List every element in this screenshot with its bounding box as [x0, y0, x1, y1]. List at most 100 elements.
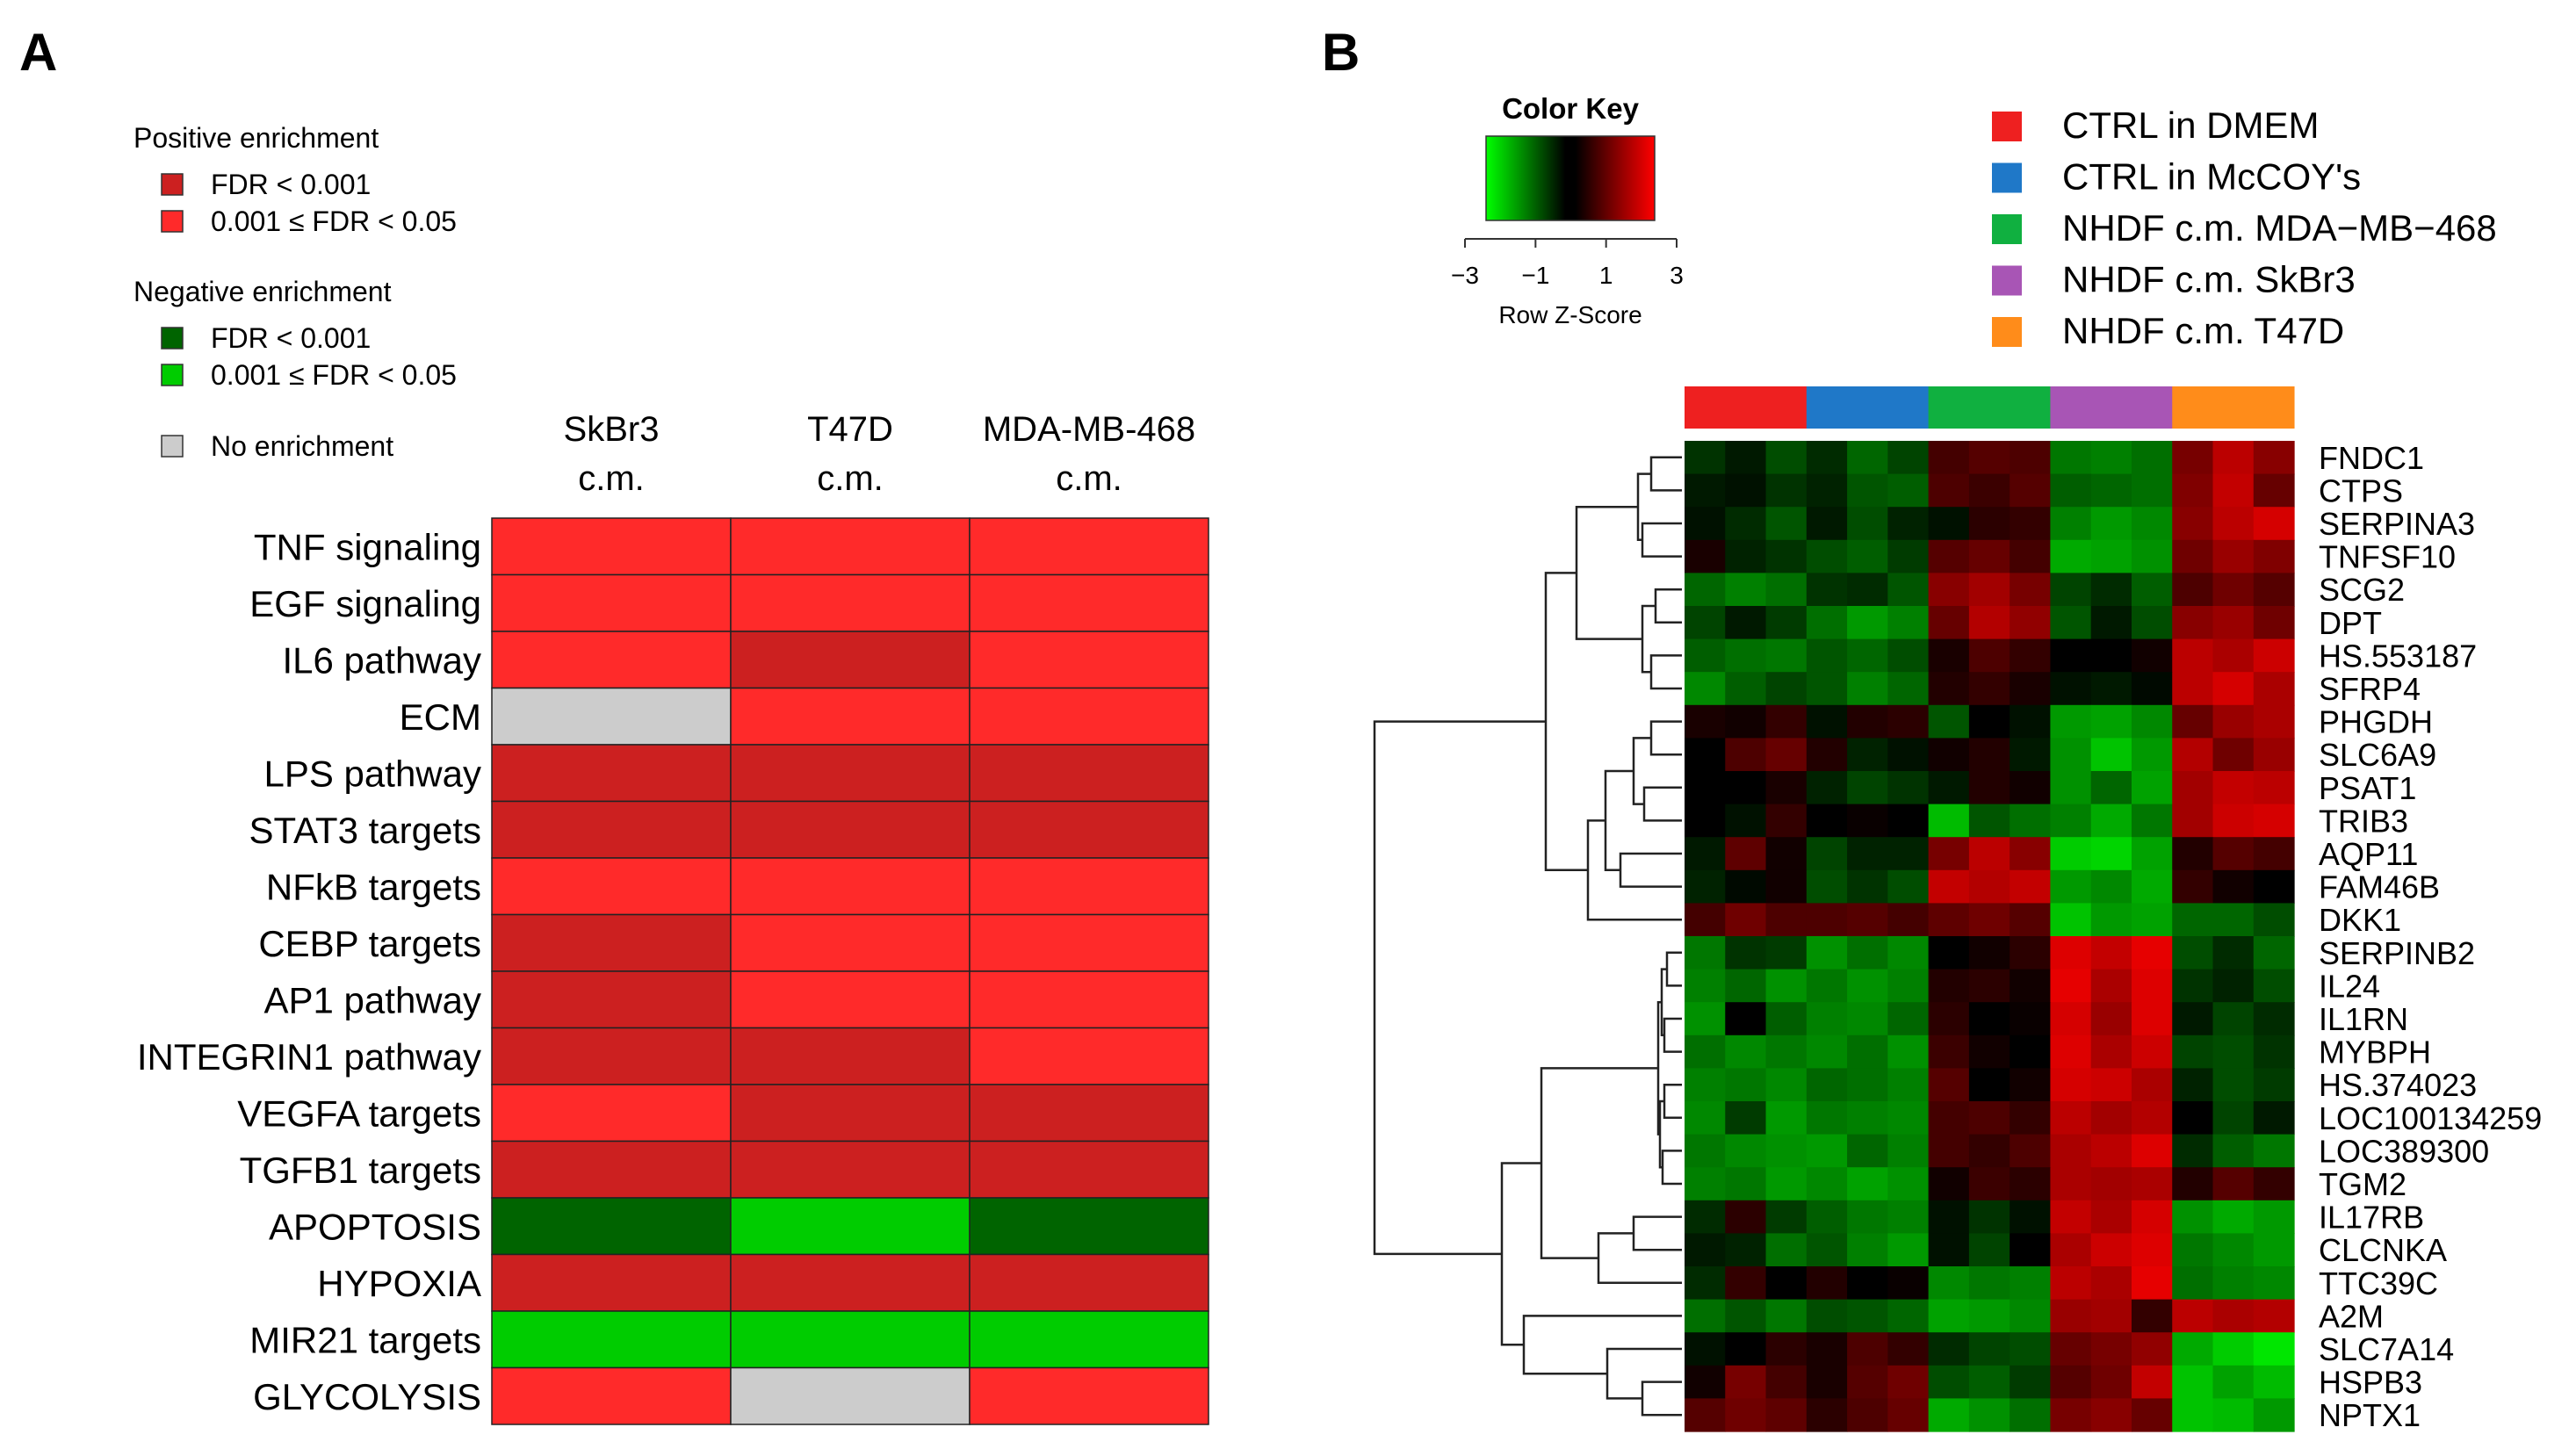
expr-cell-22-14	[2253, 1167, 2295, 1201]
expr-cell-12-13	[2212, 837, 2255, 871]
gene-label-3: TNFSF10	[2319, 539, 2456, 575]
expr-cell-5-3	[1806, 606, 1848, 640]
group-legend-label-0: CTRL in DMEM	[2062, 105, 2319, 146]
cell-10-0	[491, 1084, 732, 1143]
group-legend-label-4: NHDF c.m. T47D	[2062, 310, 2344, 351]
legend-swatch-none	[161, 435, 184, 458]
cell-10-2	[969, 1084, 1209, 1143]
dendro-branch	[1661, 1150, 1682, 1186]
expr-cell-9-13	[2212, 738, 2255, 772]
expr-cell-29-4	[1847, 1398, 1888, 1432]
expr-cell-21-12	[2172, 1134, 2214, 1168]
gene-label-16: IL24	[2319, 968, 2380, 1004]
expr-cell-13-10	[2090, 869, 2132, 904]
expr-cell-23-0	[1685, 1200, 1726, 1234]
expr-cell-24-14	[2253, 1233, 2295, 1267]
expr-cell-16-4	[1847, 969, 1888, 1003]
expr-cell-14-0	[1685, 903, 1726, 937]
expr-cell-6-5	[1887, 638, 1930, 673]
legend-swatch-pos-2	[161, 210, 184, 233]
expr-cell-29-1	[1725, 1398, 1767, 1432]
expr-cell-24-11	[2131, 1233, 2173, 1267]
expr-cell-12-12	[2172, 837, 2214, 871]
row-label-2: IL6 pathway	[283, 639, 482, 681]
expr-cell-25-11	[2131, 1266, 2173, 1301]
expr-cell-28-7	[1968, 1365, 2010, 1399]
expr-cell-2-11	[2131, 507, 2173, 541]
row-label-15: GLYCOLYSIS	[253, 1376, 481, 1417]
expr-cell-4-13	[2212, 573, 2255, 607]
expr-cell-20-10	[2090, 1101, 2132, 1135]
expr-cell-27-8	[2010, 1332, 2052, 1366]
dendro-branch	[1663, 1017, 1682, 1053]
group-bar-3	[2050, 386, 2173, 429]
dendro-branch	[1540, 1067, 1658, 1259]
expr-cell-3-13	[2212, 539, 2255, 573]
expr-cell-4-7	[1968, 573, 2010, 607]
expr-cell-16-12	[2172, 969, 2214, 1003]
expr-cell-9-6	[1928, 738, 1970, 772]
gene-label-24: CLCNKA	[2319, 1232, 2447, 1268]
expr-cell-29-12	[2172, 1398, 2214, 1432]
expr-cell-17-14	[2253, 1002, 2295, 1036]
expression-heatmap-cells	[1685, 441, 2295, 1432]
expr-cell-5-8	[2010, 606, 2052, 640]
row-label-9: INTEGRIN1 pathway	[137, 1036, 481, 1078]
expr-cell-27-9	[2050, 1332, 2092, 1366]
expr-cell-13-9	[2050, 869, 2092, 904]
dendro-branch	[1632, 1215, 1682, 1251]
expr-cell-3-0	[1685, 539, 1726, 573]
expr-cell-19-7	[1968, 1068, 2010, 1102]
expr-cell-24-1	[1725, 1233, 1767, 1267]
expr-cell-2-0	[1685, 507, 1726, 541]
expr-cell-17-0	[1685, 1002, 1726, 1036]
row-label-12: APOPTOSIS	[269, 1206, 481, 1247]
expr-cell-27-1	[1725, 1332, 1767, 1366]
expr-cell-28-12	[2172, 1365, 2214, 1399]
cell-5-2	[969, 800, 1209, 859]
expr-cell-13-3	[1806, 869, 1848, 904]
expr-cell-10-10	[2090, 771, 2132, 805]
group-bar-0	[1685, 386, 1808, 429]
expr-cell-9-12	[2172, 738, 2214, 772]
expr-cell-23-4	[1847, 1200, 1888, 1234]
cell-2-2	[969, 631, 1209, 689]
expr-cell-20-12	[2172, 1101, 2214, 1135]
expr-cell-1-11	[2131, 473, 2173, 508]
group-legend: CTRL in DMEM CTRL in McCOY's NHDF c.m. MDA…	[1992, 105, 2497, 351]
cell-7-0	[491, 913, 732, 972]
expr-cell-24-0	[1685, 1233, 1726, 1267]
expr-cell-6-14	[2253, 638, 2295, 673]
expr-cell-8-12	[2172, 704, 2214, 739]
expr-cell-28-2	[1765, 1365, 1808, 1399]
expr-cell-4-8	[2010, 573, 2052, 607]
expr-cell-14-2	[1765, 903, 1808, 937]
expr-cell-24-5	[1887, 1233, 1930, 1267]
gene-label-10: PSAT1	[2319, 770, 2416, 806]
expr-cell-25-13	[2212, 1266, 2255, 1301]
group-bar-4	[2172, 386, 2295, 429]
expr-cell-18-1	[1725, 1034, 1767, 1069]
expr-cell-1-4	[1847, 473, 1888, 508]
expr-cell-18-4	[1847, 1034, 1888, 1069]
expr-cell-21-9	[2050, 1134, 2092, 1168]
expr-cell-2-7	[1968, 507, 2010, 541]
expr-cell-3-7	[1968, 539, 2010, 573]
expr-cell-12-1	[1725, 837, 1767, 871]
negative-enrichment-title: Negative enrichment	[133, 276, 392, 307]
expr-cell-5-11	[2131, 606, 2173, 640]
group-legend-swatch-0	[1992, 112, 2022, 141]
expr-cell-15-3	[1806, 936, 1848, 970]
expr-cell-22-2	[1765, 1167, 1808, 1201]
expr-cell-18-10	[2090, 1034, 2132, 1069]
expr-cell-27-11	[2131, 1332, 2173, 1366]
cell-3-1	[730, 687, 971, 746]
expr-cell-2-12	[2172, 507, 2214, 541]
expr-cell-9-3	[1806, 738, 1848, 772]
dendro-branch	[1649, 456, 1682, 492]
expr-cell-3-8	[2010, 539, 2052, 573]
expr-cell-22-5	[1887, 1167, 1930, 1201]
expr-cell-18-11	[2131, 1034, 2173, 1069]
expr-cell-22-0	[1685, 1167, 1726, 1201]
dendro-branch	[1641, 522, 1682, 558]
